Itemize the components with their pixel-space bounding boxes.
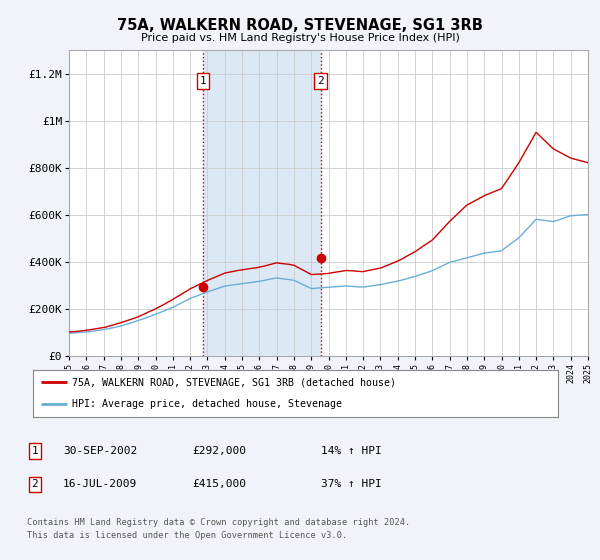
Text: Contains HM Land Registry data © Crown copyright and database right 2024.
This d: Contains HM Land Registry data © Crown c…	[27, 519, 410, 540]
Text: 16-JUL-2009: 16-JUL-2009	[63, 479, 137, 489]
Bar	[203, 50, 320, 356]
Text: 37% ↑ HPI: 37% ↑ HPI	[321, 479, 382, 489]
Text: 75A, WALKERN ROAD, STEVENAGE, SG1 3RB: 75A, WALKERN ROAD, STEVENAGE, SG1 3RB	[117, 18, 483, 32]
Text: 30-SEP-2002: 30-SEP-2002	[63, 446, 137, 456]
Text: 2: 2	[31, 479, 38, 489]
Text: 1: 1	[200, 76, 206, 86]
Text: 75A, WALKERN ROAD, STEVENAGE, SG1 3RB (detached house): 75A, WALKERN ROAD, STEVENAGE, SG1 3RB (d…	[73, 377, 397, 388]
Text: 14% ↑ HPI: 14% ↑ HPI	[321, 446, 382, 456]
Text: 1: 1	[31, 446, 38, 456]
Text: £292,000: £292,000	[192, 446, 246, 456]
Text: 2: 2	[317, 76, 324, 86]
Text: £415,000: £415,000	[192, 479, 246, 489]
Text: Price paid vs. HM Land Registry's House Price Index (HPI): Price paid vs. HM Land Registry's House …	[140, 32, 460, 43]
Text: HPI: Average price, detached house, Stevenage: HPI: Average price, detached house, Stev…	[73, 399, 343, 409]
